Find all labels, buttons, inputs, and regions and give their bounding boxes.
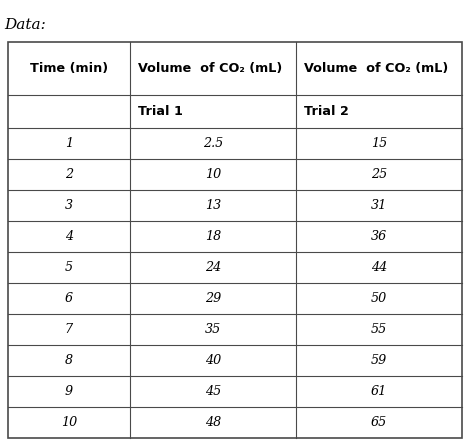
Text: Data:: Data: [4,18,46,32]
Text: 36: 36 [371,230,387,243]
Text: 13: 13 [205,199,221,212]
Text: Volume  of CO₂ (mL): Volume of CO₂ (mL) [304,62,448,75]
Text: Time (min): Time (min) [30,62,108,75]
Text: 24: 24 [205,261,221,274]
Text: Trial 2: Trial 2 [304,105,349,118]
Text: 59: 59 [371,354,387,367]
Text: 6: 6 [65,292,73,305]
Text: 61: 61 [371,385,387,398]
Text: 15: 15 [371,137,387,150]
Text: 44: 44 [371,261,387,274]
Text: 40: 40 [205,354,221,367]
Text: 8: 8 [65,354,73,367]
Text: 29: 29 [205,292,221,305]
Text: 4: 4 [65,230,73,243]
Text: 35: 35 [205,323,221,336]
Bar [8,42,462,438]
Text: 25: 25 [371,168,387,181]
Text: 2.5: 2.5 [203,137,223,150]
Text: 65: 65 [371,416,387,429]
Text: 3: 3 [65,199,73,212]
Text: 18: 18 [205,230,221,243]
Text: Trial 1: Trial 1 [138,105,183,118]
Text: 5: 5 [65,261,73,274]
Text: 10: 10 [205,168,221,181]
Text: 7: 7 [65,323,73,336]
Text: 1: 1 [65,137,73,150]
Text: 31: 31 [371,199,387,212]
Text: 10: 10 [61,416,77,429]
Text: 9: 9 [65,385,73,398]
Text: 2: 2 [65,168,73,181]
Text: 48: 48 [205,416,221,429]
Text: Volume  of CO₂ (mL): Volume of CO₂ (mL) [138,62,282,75]
Text: 45: 45 [205,385,221,398]
Text: 55: 55 [371,323,387,336]
Text: 50: 50 [371,292,387,305]
